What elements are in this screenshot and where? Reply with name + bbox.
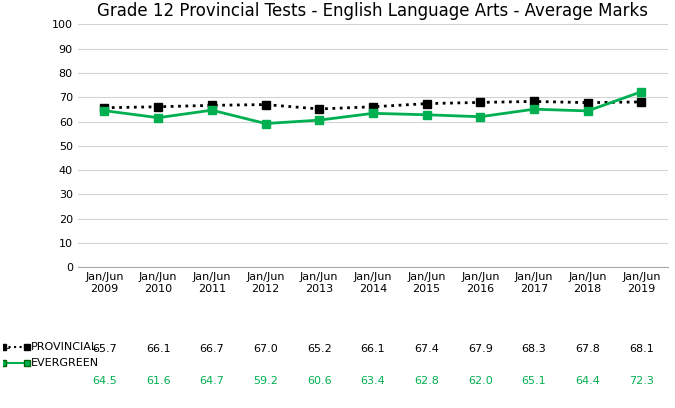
Text: 67.4: 67.4 <box>414 344 439 354</box>
Text: 67.0: 67.0 <box>253 344 278 354</box>
Text: 64.5: 64.5 <box>92 377 117 386</box>
Text: 61.6: 61.6 <box>146 377 171 386</box>
Text: 64.7: 64.7 <box>199 377 224 386</box>
Text: 60.6: 60.6 <box>307 377 331 386</box>
Text: 65.1: 65.1 <box>522 377 546 386</box>
Text: 72.3: 72.3 <box>629 377 654 386</box>
Text: ─: ─ <box>3 344 9 354</box>
Text: 66.1: 66.1 <box>146 344 171 354</box>
Text: 59.2: 59.2 <box>253 377 278 386</box>
Text: 66.1: 66.1 <box>360 344 385 354</box>
Title: Grade 12 Provincial Tests - English Language Arts - Average Marks: Grade 12 Provincial Tests - English Lang… <box>97 2 649 20</box>
Text: 68.3: 68.3 <box>522 344 546 354</box>
Text: EVERGREEN: EVERGREEN <box>30 358 99 368</box>
Text: 66.7: 66.7 <box>200 344 224 354</box>
Text: 65.2: 65.2 <box>307 344 331 354</box>
Text: 67.9: 67.9 <box>468 344 493 354</box>
Text: 64.4: 64.4 <box>575 377 600 386</box>
Text: 63.4: 63.4 <box>360 377 385 386</box>
Text: 62.8: 62.8 <box>414 377 439 386</box>
Text: 62.0: 62.0 <box>468 377 493 386</box>
Text: 67.8: 67.8 <box>575 344 600 354</box>
Text: 65.7: 65.7 <box>92 344 117 354</box>
Text: 68.1: 68.1 <box>629 344 654 354</box>
Text: PROVINCIAL: PROVINCIAL <box>30 342 97 352</box>
